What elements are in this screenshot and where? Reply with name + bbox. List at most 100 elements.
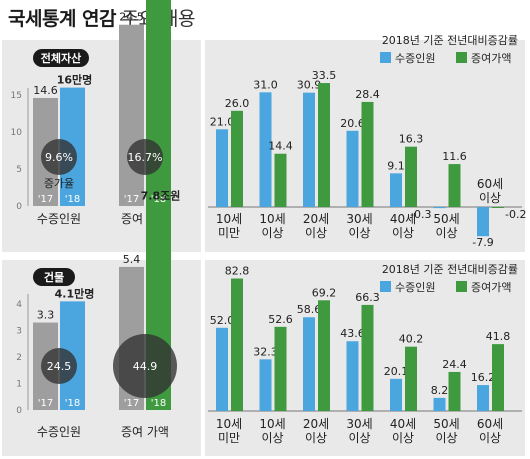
year-label-2017: '17 <box>38 194 53 205</box>
change-rate-label: 24.5 <box>47 360 72 373</box>
bar-value-label: 32.3 <box>253 345 278 358</box>
age-group-label: 20세 <box>303 212 329 226</box>
age-group-label: 30세 <box>346 417 372 431</box>
value-label-2018: 16만명 <box>57 73 93 87</box>
change-rate-label: 16.7% <box>128 151 163 164</box>
bar-value-label: 26.0 <box>225 97 250 110</box>
legend-label: 수증인원 <box>395 52 435 65</box>
bar-recipients <box>216 327 228 411</box>
bar-gift-amount <box>318 300 330 411</box>
bar-gift-amount <box>361 304 374 411</box>
change-rate-circle <box>113 334 177 398</box>
year-label-2018: '18 <box>151 194 166 205</box>
bar-gift-amount <box>405 346 417 411</box>
age-group-label: 이상 <box>435 431 457 445</box>
bar-value-label: 24.4 <box>442 358 467 371</box>
legend-swatch <box>380 52 391 63</box>
age-group-label: 40세 <box>390 417 416 431</box>
y-tick-label: 5 <box>16 165 22 175</box>
age-group-label: 10세 <box>216 212 242 226</box>
age-group-label: 이상 <box>348 431 370 445</box>
bar-recipients <box>346 130 359 207</box>
age-group-label: 이상 <box>479 191 501 205</box>
category-badge-label: 전체자산 <box>41 51 81 65</box>
age-group-label: 이상 <box>261 431 283 445</box>
age-group-label: 이상 <box>479 431 501 445</box>
change-rate-circle <box>41 348 77 384</box>
value-label-2017: 5.4 <box>123 253 141 266</box>
y-tick-label: 15 <box>11 91 22 101</box>
bar-value-label: 40.2 <box>399 333 424 346</box>
bar-value-label: 16.3 <box>399 133 424 146</box>
bar-value-label: 11.6 <box>442 150 467 163</box>
bar-value-label: 43.6 <box>340 327 365 340</box>
y-tick-label: 10 <box>11 128 23 138</box>
year-label-2018: '18 <box>65 398 80 409</box>
value-label-2017: 14.6 <box>33 84 58 97</box>
category-label: 수증인원 <box>37 212 81 226</box>
bar-value-label: 16.2 <box>471 371 496 384</box>
bar-value-label: 20.1 <box>384 365 409 378</box>
age-group-label: 40세 <box>390 212 416 226</box>
age-group-label: 60세 <box>477 417 503 431</box>
bar-2018 <box>146 0 171 206</box>
bar-value-label: 8.2 <box>431 384 449 397</box>
age-group-label: 30세 <box>346 212 372 226</box>
chart-note: 2018년 기준 전년대비증감률 <box>382 34 518 47</box>
bar-gift-amount <box>405 146 417 207</box>
bar-recipients <box>477 207 489 237</box>
age-group-label: 60세 <box>477 177 503 191</box>
legend-label: 수증인원 <box>395 281 435 294</box>
age-group-label: 이상 <box>348 226 370 240</box>
year-label-2017: '17 <box>124 398 139 409</box>
category-badge <box>33 268 75 286</box>
y-tick-label: 2 <box>16 353 22 363</box>
change-rate-circle <box>41 139 77 175</box>
y-tick-label: 0 <box>16 202 22 212</box>
legend-label: 증여가액 <box>471 52 511 65</box>
bar-value-label: 9.1 <box>387 159 405 172</box>
year-label-2017: '17 <box>124 194 139 205</box>
category-label: 증여 가액 <box>121 425 169 439</box>
bar-2017 <box>119 24 144 207</box>
y-tick-label: 1 <box>16 380 22 390</box>
chart-note: 2018년 기준 전년대비증감률 <box>382 263 518 276</box>
bar-value-label: 21.0 <box>210 115 235 128</box>
age-group-label: 이상 <box>392 431 414 445</box>
bar-recipients <box>477 385 489 411</box>
age-group-label: 이상 <box>261 226 283 240</box>
age-group-label: 50세 <box>433 417 459 431</box>
bar-recipients <box>303 92 315 207</box>
age-group-label: 10세 <box>259 417 285 431</box>
bar-gift-amount <box>448 371 461 411</box>
bar-recipients <box>390 378 402 411</box>
age-group-label: 미만 <box>218 431 240 445</box>
change-rate-label: 44.9 <box>133 360 158 373</box>
bar-gift-amount <box>448 164 461 207</box>
year-label-2018: '18 <box>65 194 80 205</box>
value-label-2018: 4.1만명 <box>55 286 95 300</box>
value-label-2017: 24.5 <box>119 11 144 24</box>
bar-recipients <box>259 359 272 411</box>
bar-gift-amount <box>231 278 243 411</box>
age-group-label: 이상 <box>305 431 327 445</box>
year-label-2018: '18 <box>151 398 166 409</box>
category-badge-label: 건물 <box>44 270 64 284</box>
bar-value-label: -7.9 <box>472 236 493 249</box>
bar-value-label: 28.4 <box>355 88 380 101</box>
bar-recipients <box>433 397 446 411</box>
value-label-2018: 7.8조원 <box>141 188 181 202</box>
bar-value-label: 58.6 <box>297 303 322 316</box>
bar-value-label: 31.0 <box>253 78 278 91</box>
bar-recipients <box>390 173 402 207</box>
value-label-2017: 3.3 <box>37 309 55 322</box>
bar-value-label: 20.6 <box>340 117 365 130</box>
bar-gift-amount <box>361 101 374 207</box>
age-group-label: 20세 <box>303 417 329 431</box>
bar-gift-amount <box>274 153 287 207</box>
age-group-label: 50세 <box>433 212 459 226</box>
age-group-label: 이상 <box>305 226 327 240</box>
bar-value-label: 41.8 <box>486 330 511 343</box>
